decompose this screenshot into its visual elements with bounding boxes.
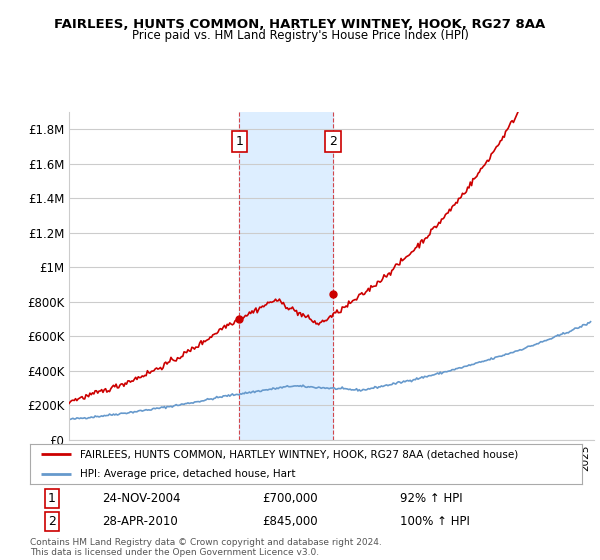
Bar [239, 112, 333, 440]
Text: £700,000: £700,000 [262, 492, 317, 505]
Text: HPI: Average price, detached house, Hart: HPI: Average price, detached house, Hart [80, 469, 295, 479]
Text: £845,000: £845,000 [262, 515, 317, 528]
Text: FAIRLEES, HUNTS COMMON, HARTLEY WINTNEY, HOOK, RG27 8AA (detached house): FAIRLEES, HUNTS COMMON, HARTLEY WINTNEY,… [80, 449, 518, 459]
Text: 2: 2 [48, 515, 56, 528]
Text: Price paid vs. HM Land Registry's House Price Index (HPI): Price paid vs. HM Land Registry's House … [131, 29, 469, 42]
Text: 1: 1 [48, 492, 56, 505]
Text: 24-NOV-2004: 24-NOV-2004 [102, 492, 180, 505]
Text: 2: 2 [329, 135, 337, 148]
Text: Contains HM Land Registry data © Crown copyright and database right 2024.
This d: Contains HM Land Registry data © Crown c… [30, 538, 382, 557]
Text: FAIRLEES, HUNTS COMMON, HARTLEY WINTNEY, HOOK, RG27 8AA: FAIRLEES, HUNTS COMMON, HARTLEY WINTNEY,… [55, 18, 545, 31]
Text: 1: 1 [235, 135, 244, 148]
Text: 100% ↑ HPI: 100% ↑ HPI [400, 515, 470, 528]
Text: 28-APR-2010: 28-APR-2010 [102, 515, 178, 528]
Text: 92% ↑ HPI: 92% ↑ HPI [400, 492, 463, 505]
